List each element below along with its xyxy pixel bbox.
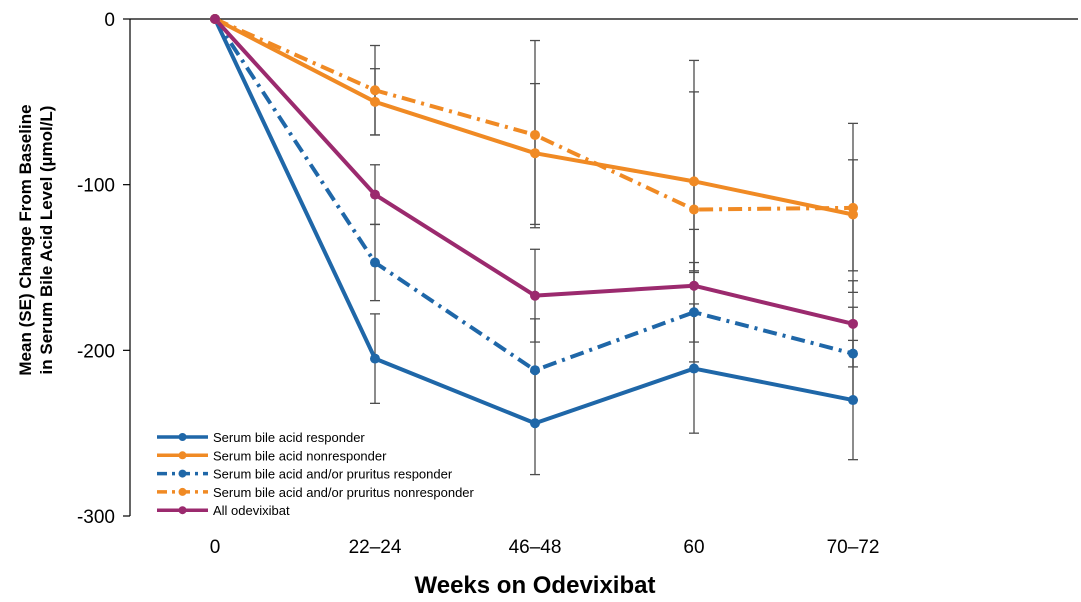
data-point bbox=[689, 307, 699, 318]
y-tick-label: 0 bbox=[104, 10, 115, 31]
legend-label: Serum bile acid and/or pruritus responde… bbox=[213, 467, 453, 482]
data-points bbox=[210, 14, 858, 429]
data-point bbox=[689, 280, 699, 291]
data-point bbox=[530, 290, 540, 301]
x-tick-label: 46–48 bbox=[509, 537, 562, 558]
y-axis-title-line1: Mean (SE) Change From Baseline bbox=[16, 104, 35, 375]
data-point bbox=[530, 418, 540, 429]
series-lines bbox=[213, 17, 854, 426]
y-axis-title-line2: in Serum Bile Acid Level (µmol/L) bbox=[37, 106, 56, 375]
data-point bbox=[370, 189, 380, 200]
series-line-5 bbox=[213, 17, 854, 326]
x-tick-label: 0 bbox=[210, 537, 221, 558]
legend-swatch-marker bbox=[178, 433, 187, 441]
legend-label: Serum bile acid and/or pruritus nonrespo… bbox=[213, 485, 475, 500]
legend-swatch-marker bbox=[178, 451, 187, 460]
data-point bbox=[530, 365, 540, 376]
data-point bbox=[848, 348, 858, 359]
error-bars bbox=[370, 39, 858, 476]
data-point bbox=[689, 363, 699, 374]
y-tick-label: -200 bbox=[77, 341, 115, 362]
legend-label: Serum bile acid nonresponder bbox=[213, 448, 387, 463]
y-tick-label: -300 bbox=[77, 507, 115, 528]
axis-titles: Weeks on Odevixibat Mean (SE) Change From… bbox=[16, 104, 655, 599]
x-tick-label: 22–24 bbox=[349, 537, 402, 558]
x-axis-title: Weeks on Odevixibat bbox=[415, 572, 656, 599]
legend-swatch-marker bbox=[178, 506, 187, 515]
legend-label: Serum bile acid responder bbox=[213, 430, 365, 445]
data-point bbox=[689, 176, 699, 187]
x-tick-label: 70–72 bbox=[827, 537, 880, 558]
data-point bbox=[848, 202, 858, 213]
series-line-1 bbox=[213, 18, 854, 426]
data-point bbox=[370, 96, 380, 107]
data-point bbox=[689, 204, 699, 215]
data-point bbox=[370, 257, 380, 268]
data-point bbox=[370, 353, 380, 364]
data-point bbox=[530, 129, 540, 140]
legend: Serum bile acid responder Serum bile acid… bbox=[157, 430, 475, 518]
data-point bbox=[530, 148, 540, 159]
legend-swatch-marker bbox=[178, 469, 187, 478]
data-point bbox=[848, 318, 858, 329]
series-line-2 bbox=[214, 17, 854, 217]
series-line-4 bbox=[214, 17, 854, 212]
y-tick-label: -100 bbox=[77, 176, 115, 197]
axes: 0 -100 -200 -300 0 22–24 46–48 60 70–72 bbox=[77, 10, 1078, 558]
data-point bbox=[210, 14, 220, 24]
x-tick-label: 60 bbox=[683, 537, 704, 558]
legend-label: All odevixibat bbox=[213, 503, 290, 518]
data-point bbox=[848, 395, 858, 406]
data-point bbox=[370, 85, 380, 96]
legend-swatch-marker bbox=[178, 487, 187, 496]
